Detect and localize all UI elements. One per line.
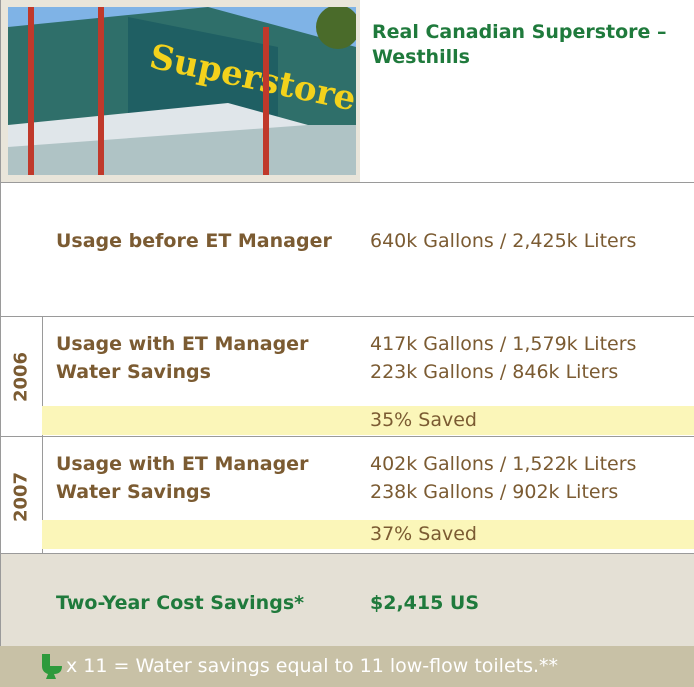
percent-saved: 37% Saved: [370, 523, 477, 545]
savings-label: Water Savings: [56, 361, 211, 383]
percent-band: [42, 520, 694, 549]
savings-value: 238k Gallons / 902k Liters: [370, 481, 618, 503]
usage-value: 417k Gallons / 1,579k Liters: [370, 333, 636, 355]
store-photo: Superstore: [8, 7, 356, 175]
baseline-value: 640k Gallons / 2,425k Liters: [370, 230, 636, 252]
usage-value: 402k Gallons / 1,522k Liters: [370, 453, 636, 475]
photo-frame: Superstore: [0, 0, 360, 182]
baseline-label: Usage before ET Manager: [56, 230, 332, 252]
year-cell: 2006: [0, 317, 43, 436]
percent-band: [42, 406, 694, 435]
page: Superstore Real Canadian Superstore – We…: [0, 0, 694, 687]
toilet-icon: [40, 652, 64, 680]
usage-label: Usage with ET Manager: [56, 333, 308, 355]
year-label: 2007: [11, 471, 32, 521]
year-label: 2006: [11, 351, 32, 401]
store-title: Real Canadian Superstore – Westhills: [372, 20, 672, 70]
left-border: [0, 0, 1, 646]
cost-label: Two-Year Cost Savings*: [56, 592, 304, 614]
footer-text: x 11 = Water savings equal to 11 low-flo…: [66, 655, 558, 677]
usage-label: Usage with ET Manager: [56, 453, 308, 475]
year-cell: 2007: [0, 437, 43, 556]
savings-value: 223k Gallons / 846k Liters: [370, 361, 618, 383]
cost-value: $2,415 US: [370, 592, 479, 614]
savings-label: Water Savings: [56, 481, 211, 503]
percent-saved: 35% Saved: [370, 409, 477, 431]
